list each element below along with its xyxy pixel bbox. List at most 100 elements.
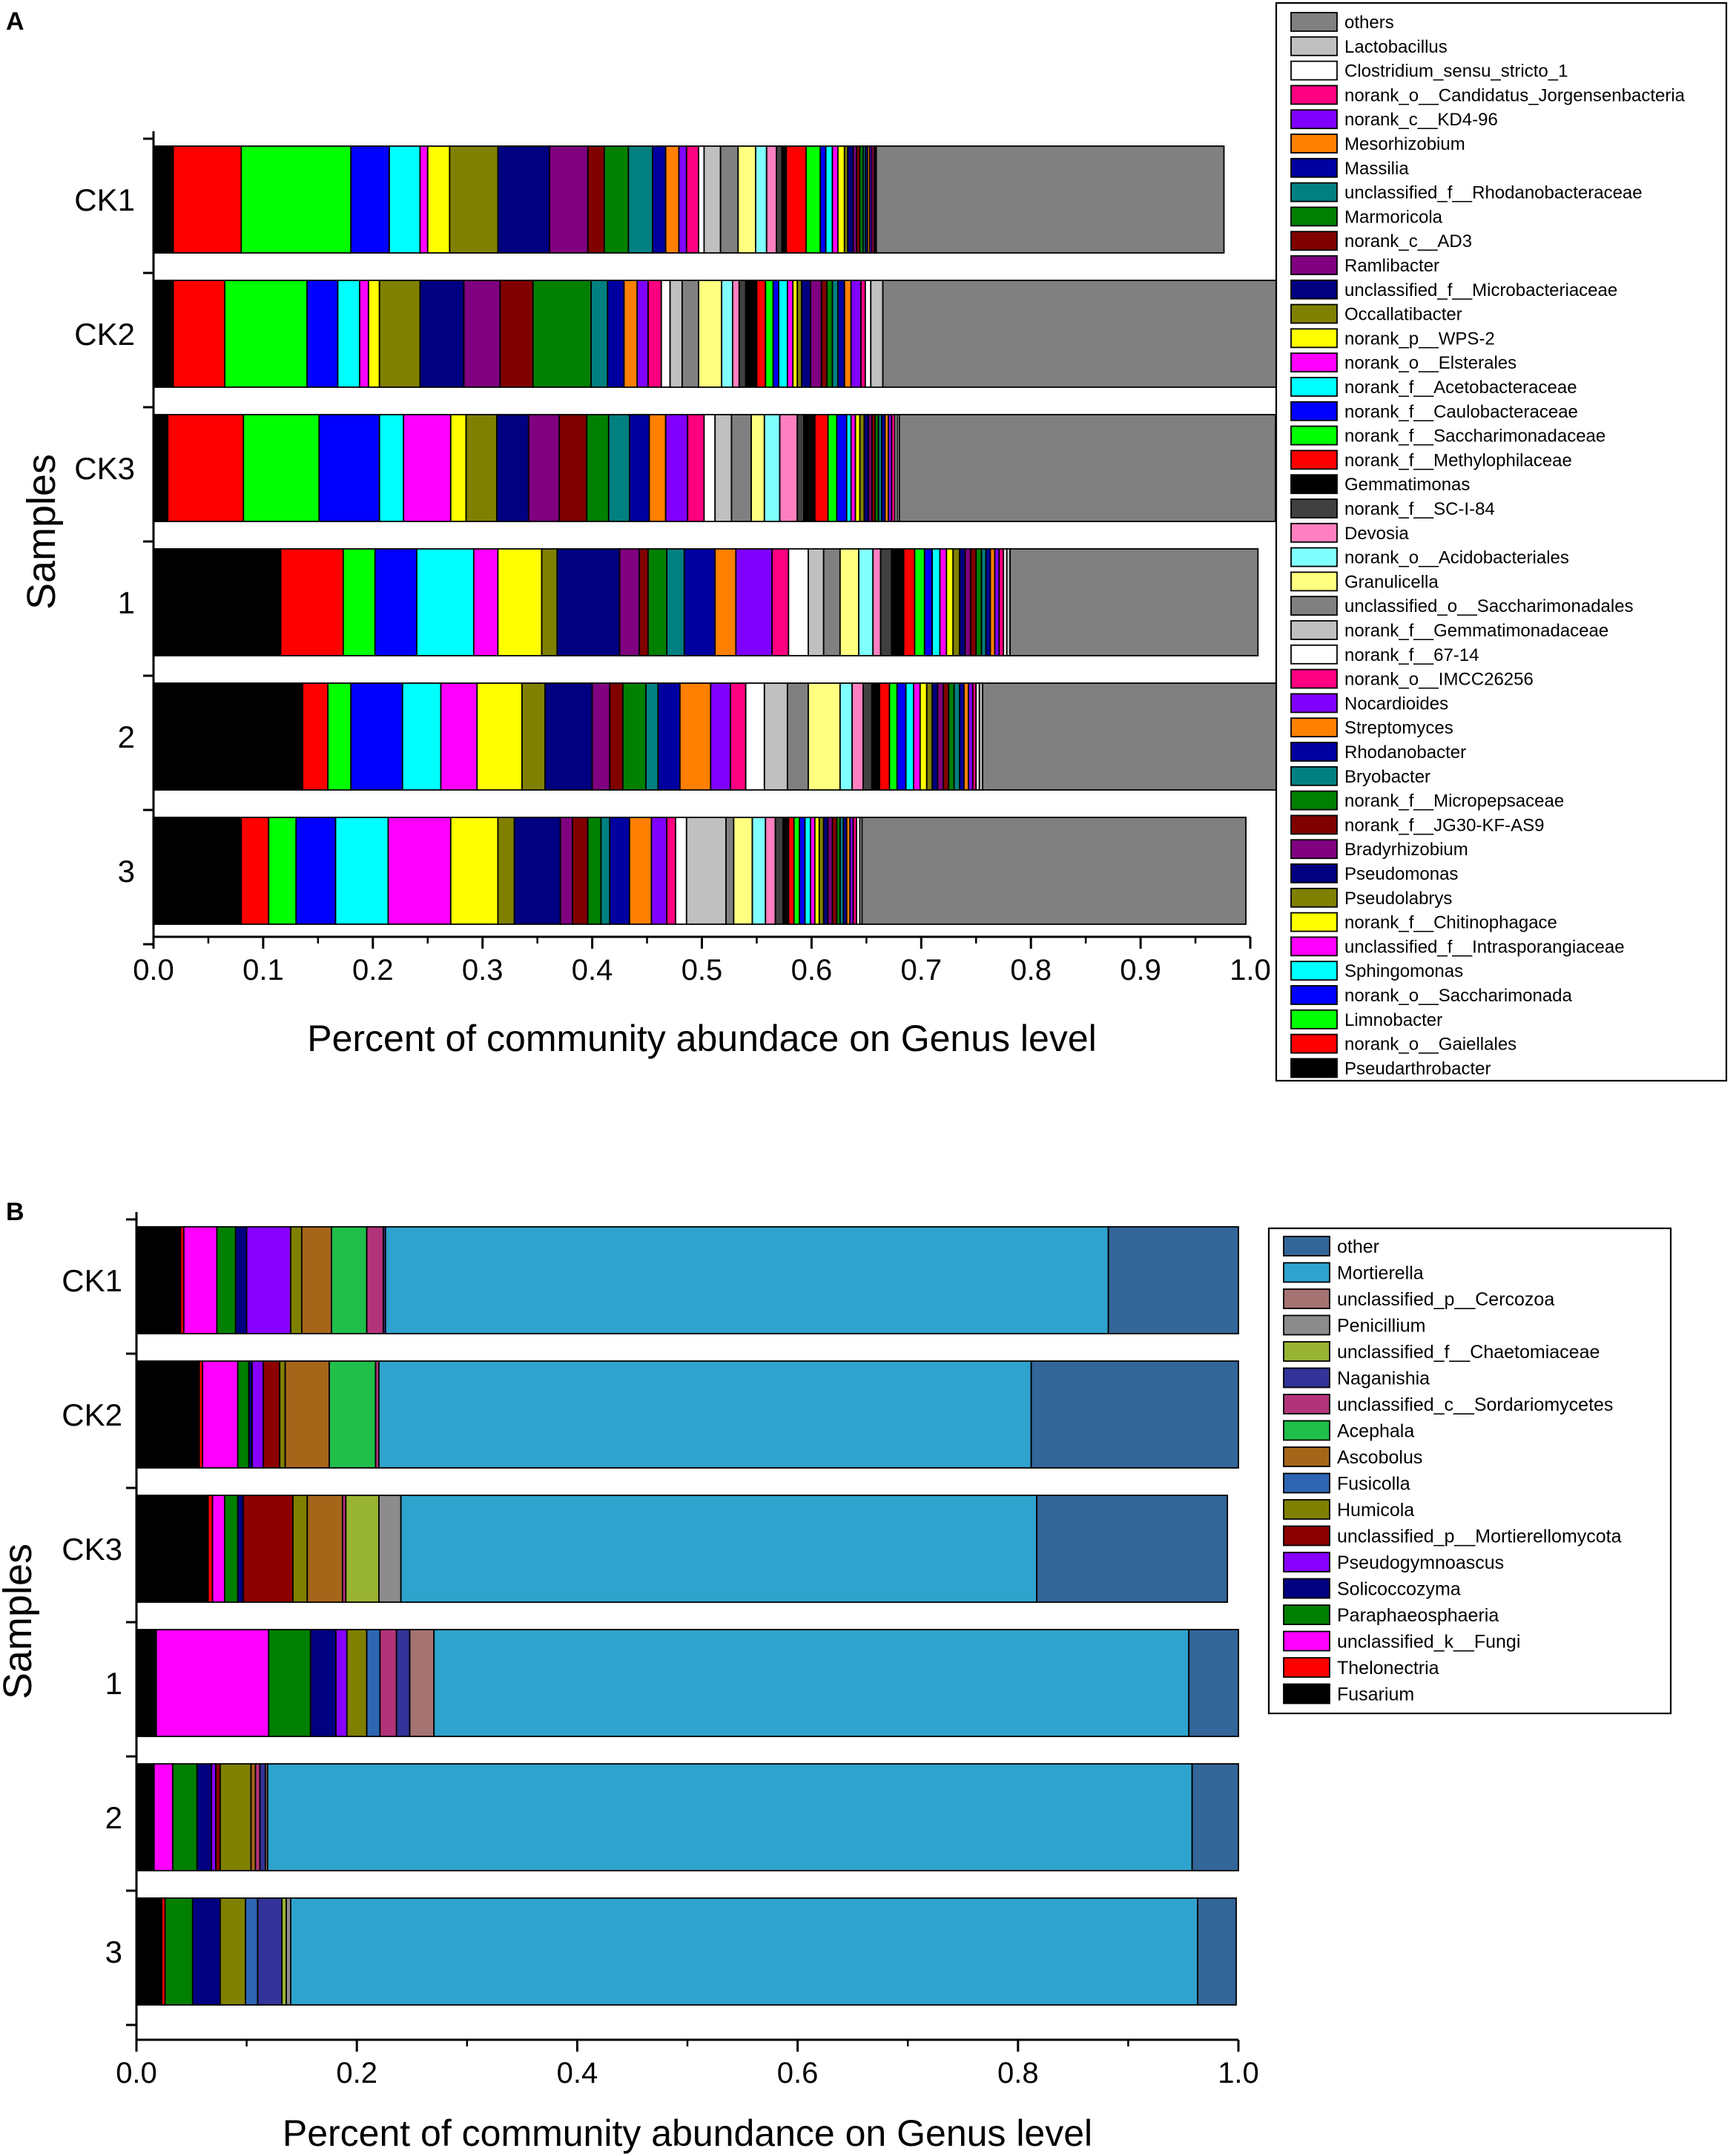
bar-segment-2-norank-f-67-14: [745, 682, 765, 791]
legend-swatch-norank-o-imcc26256: [1290, 668, 1338, 689]
bar-segment-ck2-nocardioides: [636, 280, 649, 388]
legend-label-unclassified-c-sordariomycetes: unclassified_c__Sordariomycetes: [1337, 1394, 1613, 1415]
bar-segment-ck3-unclassified-p-mortierellomycota: [242, 1495, 294, 1603]
bar-segment-3-sphingomonas: [334, 817, 389, 925]
bar-segment-3-pseudolabrys: [497, 817, 515, 925]
legend-swatch-limnobacter: [1290, 1009, 1338, 1030]
bar-segment-3-fusarium: [136, 1897, 163, 2006]
x-tick-label: 0.9: [1120, 954, 1161, 987]
legend-label-pseudomonas: Pseudomonas: [1344, 864, 1458, 884]
legend-label-norank-c-kd4-96: norank_c__KD4-96: [1344, 110, 1498, 130]
bar-segment-ck1-norank-o-imcc26256: [685, 145, 699, 254]
x-tick-label: 0.5: [681, 954, 723, 987]
bar-segment-ck2-norank-c-kd4-96: [850, 280, 862, 388]
x-tick-label: 0.6: [791, 954, 833, 987]
bar-segment-ck1-pseudogymnoascus: [245, 1226, 291, 1334]
bar-segment-ck2-norank-o-acidobacteriales: [721, 280, 733, 388]
bar-segment-1-pseudomonas: [556, 548, 621, 656]
sample-label-2: 2: [105, 1800, 122, 1835]
legend-label-unclassified-o-saccharimonadales: unclassified_o__Saccharimonadales: [1344, 596, 1634, 616]
bar-segment-2-unclassified-f-microbacteriaceae: [931, 682, 939, 791]
legend-swatch-norank-f-jg30-kf-as9: [1290, 814, 1338, 835]
bar-segment-ck1-norank-o-saccharimonada: [350, 145, 390, 254]
bar-segment-ck3-unclassified-f-intrasporangiaceae: [403, 414, 452, 522]
legend-label-mesorhizobium: Mesorhizobium: [1344, 134, 1465, 154]
bar-segment-2-norank-o-saccharimonada: [350, 682, 403, 791]
legend-label-unclassified-f-microbacteriaceae: unclassified_f__Microbacteriaceae: [1344, 280, 1617, 300]
bar-segment-ck2-unclassified-p-mortierellomycota: [262, 1360, 281, 1469]
bar-segment-3-pseudomonas: [513, 817, 561, 925]
bar-segment-3-norank-o-gaiellales: [240, 817, 270, 925]
bar-segment-ck2-unclassified-f-rhodanobacteraceae: [831, 280, 839, 388]
bar-segment-3-granulicella: [733, 817, 753, 925]
legend-swatch-norank-f-caulobacteraceae: [1290, 401, 1338, 421]
bar-segment-ck2-norank-o-saccharimonada: [306, 280, 339, 388]
legend-swatch-others: [1290, 12, 1338, 32]
bar-segment-1-norank-f-methylophilaceae: [902, 548, 916, 656]
bar-segment-3-bradyrhizobium: [559, 817, 573, 925]
legend-label-lactobacillus: Lactobacillus: [1344, 37, 1448, 57]
bar-segment-ck1-paraphaeosphaeria: [216, 1226, 237, 1334]
bar-segment-2-nocardioides: [710, 682, 731, 791]
bar-segment-ck2-norank-f-jg30-kf-as9: [499, 280, 534, 388]
bar-segment-ck3-bradyrhizobium: [527, 414, 561, 522]
bar-segment-ck3-pseudolabrys: [465, 414, 498, 522]
bar-segment-1-granulicella: [839, 548, 859, 656]
bar-segment-ck2-acephala: [329, 1360, 377, 1469]
legend-swatch-lactobacillus: [1290, 36, 1338, 56]
bar-segment-ck2-sphingomonas: [337, 280, 360, 388]
x-tick-label: 0.1: [242, 954, 284, 987]
bar-segment-2-bradyrhizobium: [591, 682, 611, 791]
bar-segment-ck2-clostridium-sensu-stricto-1: [864, 280, 872, 388]
y-axis-title: Samples: [19, 454, 64, 610]
bar-segment-2-norank-f-gemmatimonadaceae: [763, 682, 788, 791]
bar-segment-1-solicoccozyma: [309, 1629, 337, 1737]
legend-label-norank-f-micropepsaceae: norank_f__Micropepsaceae: [1344, 791, 1564, 811]
bar-segment-3-pseudarthrobacter: [153, 817, 242, 925]
legend-label-bradyrhizobium: Bradyrhizobium: [1344, 840, 1468, 860]
bar-segment-1-norank-f-caulobacteraceae: [923, 548, 933, 656]
bar-segment-1-pseudolabrys: [541, 548, 558, 656]
bar-segment-ck3-norank-o-gaiellales: [167, 414, 245, 522]
bar-segment-2-other: [1191, 1763, 1239, 1871]
bar-segment-ck2-ramlibacter: [810, 280, 822, 388]
legend-label-pseudarthrobacter: Pseudarthrobacter: [1344, 1058, 1491, 1078]
bar-segment-ck1-norank-f-methylophilaceae: [785, 145, 807, 254]
panel-b: B CK1 CK2 CK3 1 2 3 0.0 0.2 0.4 0.6 0.8 1.0 Percent o…: [0, 1198, 1672, 2154]
bar-segment-ck2-norank-c-ad3: [820, 280, 828, 388]
legend-swatch-norank-f-acetobacteraceae: [1290, 377, 1338, 397]
legend-label-norank-f-sc-i-84: norank_f__SC-I-84: [1344, 499, 1495, 519]
bar-segment-1-norank-p-wps-2: [945, 548, 954, 656]
bar-segment-3-unclassified-f-intrasporangiaceae: [387, 817, 452, 925]
bar-segment-ck3-norank-o-imcc26256: [687, 414, 705, 522]
legend-swatch-norank-f-67-14: [1290, 644, 1338, 665]
bar-segment-3-norank-f-67-14: [675, 817, 687, 925]
x-tick-label: 0.4: [572, 954, 613, 987]
x-tick-label: 1.0: [1218, 2057, 1259, 2089]
bar-segment-1-norank-f-sc-i-84: [879, 548, 893, 656]
bar-segment-ck2-paraphaeosphaeria: [237, 1360, 250, 1469]
bar-segment-ck1-pseudomonas: [497, 145, 550, 254]
bar-segment-ck2-pseudarthrobacter: [153, 280, 174, 388]
bar-segment-3-humicola: [220, 1897, 247, 2006]
legend-label-fusicolla: Fusicolla: [1337, 1474, 1410, 1495]
legend-label-bryobacter: Bryobacter: [1344, 767, 1430, 787]
legend-swatch-marmoricola: [1290, 206, 1338, 227]
legend-label-norank-f-jg30-kf-as9: norank_f__JG30-KF-AS9: [1344, 815, 1544, 835]
bar-segment-ck1-limnobacter: [240, 145, 352, 254]
bar-segment-ck1-pseudarthrobacter: [153, 145, 174, 254]
bar-segment-ck3-solicoccozyma: [237, 1495, 245, 1603]
bar-segment-2-occallatibacter: [925, 682, 933, 791]
bar-segment-ck1-norank-f-caulobacteraceae: [819, 145, 827, 254]
bar-segment-2-norank-f-micropepsaceae: [622, 682, 647, 791]
bar-segment-3-norank-f-gemmatimonadaceae: [685, 817, 727, 925]
legend-swatch-acephala: [1283, 1420, 1330, 1441]
bar-segment-ck1-norank-o-gaiellales: [172, 145, 242, 254]
bar-segment-2-pseudolabrys: [521, 682, 546, 791]
legend-label-mortierella: Mortierella: [1337, 1263, 1424, 1284]
bar-segment-2-gemmatimonas: [871, 682, 880, 791]
bar-segment-ck2-norank-f-saccharimonadaceae: [765, 280, 774, 388]
legend-swatch-granulicella: [1290, 571, 1338, 592]
legend-swatch-unclassified-o-saccharimonadales: [1290, 596, 1338, 616]
legend-label-penicillium: Penicillium: [1337, 1316, 1425, 1337]
